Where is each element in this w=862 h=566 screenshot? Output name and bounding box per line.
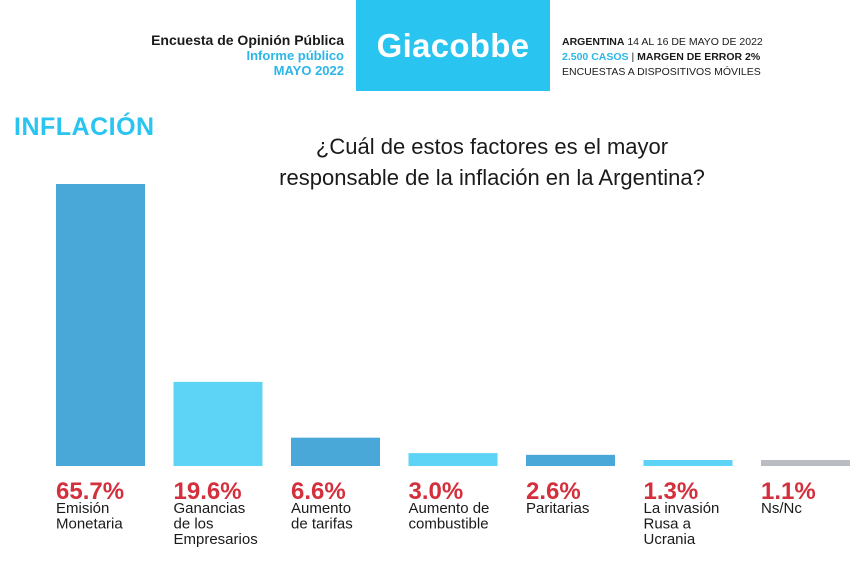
bar-5 bbox=[643, 460, 733, 466]
category-label-4-0: Paritarias bbox=[526, 500, 589, 517]
category-label-1-0: Ganancias bbox=[174, 500, 246, 517]
logo-text: Giacobbe bbox=[376, 26, 530, 64]
category-label-5-0: La invasión bbox=[644, 500, 720, 517]
bar-6 bbox=[761, 460, 850, 466]
category-label-5-1: Rusa a bbox=[644, 516, 692, 533]
report-date: MAYO 2022 bbox=[273, 63, 344, 78]
category-label-2-0: Aumento bbox=[291, 500, 351, 517]
bar-3 bbox=[408, 453, 498, 466]
chart-question: ¿Cuál de estos factores es el mayor resp… bbox=[212, 131, 772, 193]
value-label-2: 6.6% bbox=[291, 478, 346, 505]
value-label-3: 3.0% bbox=[409, 478, 464, 505]
survey-dates: 14 AL 16 DE MAYO DE 2022 bbox=[624, 36, 763, 48]
survey-country: ARGENTINA bbox=[562, 36, 625, 48]
value-label-4: 2.6% bbox=[526, 478, 581, 505]
report-type: Informe público bbox=[246, 48, 345, 63]
category-label-0-1: Monetaria bbox=[56, 516, 123, 533]
question-line-1: ¿Cuál de estos factores es el mayor bbox=[315, 134, 669, 159]
info-separator: | bbox=[628, 51, 638, 63]
category-label-3-1: combustible bbox=[409, 516, 489, 533]
category-label-1-1: de los bbox=[174, 516, 214, 533]
value-label-6: 1.1% bbox=[761, 478, 816, 505]
bar-1 bbox=[173, 381, 263, 466]
survey-margin: MARGEN DE ERROR 2% bbox=[637, 51, 761, 63]
bar-0 bbox=[56, 184, 145, 466]
value-label-0: 65.7% bbox=[56, 478, 124, 505]
category-label-3-0: Aumento de bbox=[409, 500, 490, 517]
giacobbe-logo: Giacobbe bbox=[356, 0, 550, 91]
value-label-1: 19.6% bbox=[174, 478, 242, 505]
survey-header: Encuesta de Opinión Pública Informe públ… bbox=[151, 32, 345, 79]
category-label-0-0: Emisión bbox=[56, 500, 109, 517]
survey-type: Encuesta de Opinión Pública bbox=[151, 32, 344, 48]
value-label-5: 1.3% bbox=[644, 478, 699, 505]
category-label-5-2: Ucrania bbox=[644, 531, 696, 548]
survey-cases: 2.500 CASOS bbox=[562, 51, 629, 63]
category-label-2-1: de tarifas bbox=[291, 516, 353, 533]
category-label-1-2: Empresarios bbox=[174, 531, 258, 548]
question-line-2: responsable de la inflación en la Argent… bbox=[279, 165, 705, 190]
survey-method: ENCUESTAS A DISPOSITIVOS MÓVILES bbox=[562, 66, 761, 78]
bar-2 bbox=[291, 437, 380, 466]
survey-info: ARGENTINA 14 AL 16 DE MAYO DE 2022 2.500… bbox=[562, 35, 763, 80]
survey-location-date: ARGENTINA 14 AL 16 DE MAYO DE 2022 bbox=[562, 35, 763, 50]
survey-sample: 2.500 CASOS | MARGEN DE ERROR 2% bbox=[562, 50, 763, 65]
category-label-6-0: Ns/Nc bbox=[761, 500, 802, 517]
bar-4 bbox=[526, 454, 615, 466]
section-title: INFLACIÓN bbox=[14, 113, 155, 141]
